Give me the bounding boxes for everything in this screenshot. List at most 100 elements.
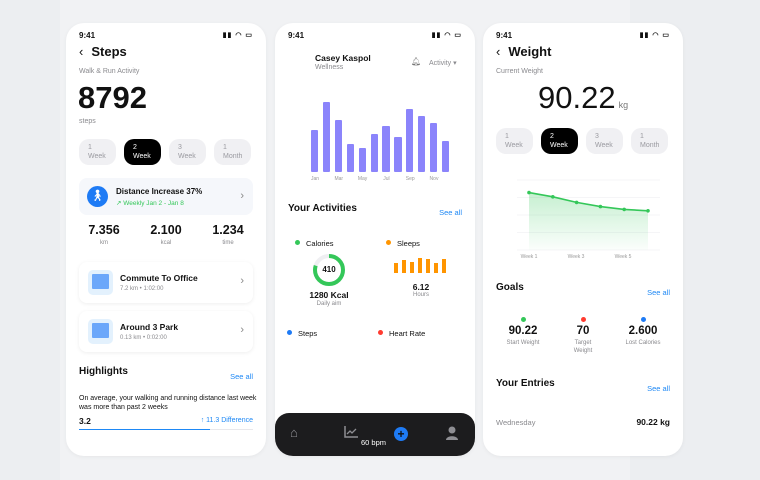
steps-count: 8792 <box>78 80 147 115</box>
chart-icon[interactable] <box>344 426 358 438</box>
period-unit: Week <box>178 153 196 160</box>
period-tab[interactable]: 1 Week <box>496 128 533 154</box>
period-tab[interactable]: 2 Week <box>124 139 161 165</box>
stat-km: 7.356 km <box>74 223 134 246</box>
steps-unit: steps <box>79 118 96 125</box>
route-detail: 0.13 km • 0:02:00 <box>120 335 167 341</box>
period-number: 1 <box>88 144 92 151</box>
calories-total: 1280 Kcal <box>309 290 349 300</box>
insight-detail: ↗ Weekly Jan 2 - Jan 8 <box>116 200 184 207</box>
stat-time: 1.234 time <box>198 223 258 246</box>
route-thumbnail <box>88 270 113 295</box>
bell-icon[interactable]: 🔔︎ <box>411 57 422 66</box>
status-icons: ▮▮ ◠ ▭ <box>222 32 253 39</box>
profile-icon[interactable] <box>446 426 458 440</box>
goals-title: Goals <box>496 282 524 293</box>
heart-rate-value: 60 bpm <box>361 438 387 447</box>
period-tab[interactable]: 1 Month <box>214 139 251 165</box>
period-tab[interactable]: 2 Week <box>541 128 578 154</box>
period-number: 1 <box>640 133 644 140</box>
heart-rate-label: Heart Rate <box>378 329 425 338</box>
user-subtitle: Wellness <box>315 64 344 71</box>
goal-value: 90.22 <box>508 325 538 337</box>
bar-jul <box>382 126 390 172</box>
distance-insight-card[interactable]: 🚶︎ Distance Increase 37% ↗ Weekly Jan 2 … <box>79 178 253 215</box>
weight-screen: 9:41 ▮▮ ◠ ▭ ‹ Weight Current Weight 90.22… <box>483 23 683 456</box>
period-tab[interactable]: 1 Week <box>79 139 116 165</box>
bar-dec <box>441 140 450 172</box>
activities-see-all[interactable]: See all <box>439 208 462 217</box>
activity-filter-dropdown[interactable]: Activity ▾ <box>429 60 457 67</box>
sleeps-label: Sleeps <box>386 239 420 248</box>
user-name: Casey Kaspol <box>315 53 371 63</box>
x-tick-label: Jan <box>310 176 320 182</box>
status-time: 9:41 <box>288 31 305 40</box>
weight-point <box>527 190 531 195</box>
title-text: Steps <box>91 44 127 59</box>
ring-progress <box>313 254 345 286</box>
activities-title: Your Activities <box>288 203 357 214</box>
period-unit: Week <box>595 142 613 149</box>
steps-dot <box>287 330 292 335</box>
goal-dot <box>520 317 526 322</box>
sleep-bar <box>442 258 446 273</box>
period-number: 1 <box>223 144 227 151</box>
route-card[interactable]: Commute To Office 7.2 km • 1:02:00 › <box>79 262 253 303</box>
period-number: 1 <box>505 133 509 140</box>
highlights-progress-fill <box>79 429 210 430</box>
goal-value: 70 <box>576 325 590 337</box>
bar-apr <box>346 144 354 172</box>
stat-label: time <box>222 240 234 246</box>
home-icon[interactable]: ⌂ <box>290 425 298 440</box>
stat-label: km <box>100 240 108 246</box>
goal-label: Target Weight <box>573 340 593 354</box>
x-tick-label: Week 1 <box>521 254 538 260</box>
period-number: 3 <box>178 144 182 151</box>
sleep-bar <box>426 259 430 273</box>
status-icons: ▮▮ ◠ ▭ <box>639 32 670 39</box>
route-name: Around 3 Park <box>120 322 179 332</box>
weight-point <box>646 209 650 213</box>
entries-see-all[interactable]: See all <box>647 384 670 393</box>
activity-bar-chart: Jan Mar May Jul Sep Nov <box>275 23 475 193</box>
route-thumbnail <box>88 319 113 344</box>
stat-value: 1.234 <box>212 223 244 237</box>
route-name: Commute To Office <box>120 273 198 283</box>
stat-kcal: 2.100 kcal <box>136 223 196 246</box>
stat-value: 7.356 <box>88 223 120 237</box>
period-number: 3 <box>595 133 599 140</box>
weight-line <box>528 191 649 212</box>
bar-aug <box>394 137 402 172</box>
calories-ring <box>313 254 345 286</box>
bar-nov <box>430 123 438 172</box>
x-tick-label: May <box>357 176 368 182</box>
goal-value: 2.600 <box>628 325 658 337</box>
add-icon[interactable]: + <box>394 427 408 441</box>
period-unit: Week <box>550 142 568 149</box>
weight-point <box>574 200 579 205</box>
route-card[interactable]: Around 3 Park 0.13 km • 0:02:00 › <box>79 311 253 352</box>
period-number: 2 <box>133 144 137 151</box>
sleep-bars <box>394 257 448 273</box>
bar-may <box>358 147 366 172</box>
goal-item: 90.22 Start Weight <box>493 317 553 347</box>
back-icon[interactable]: ‹ <box>496 44 501 59</box>
weight-unit: kg <box>618 100 629 110</box>
period-number: 2 <box>550 133 554 140</box>
highlights-see-all[interactable]: See all <box>230 372 253 381</box>
back-icon[interactable]: ‹ <box>79 44 84 59</box>
goals-see-all[interactable]: See all <box>647 288 670 297</box>
x-tick-label: Nov <box>429 176 439 182</box>
entry-value: 90.22 kg <box>636 417 670 427</box>
calories-label-text: Calories <box>306 239 334 248</box>
period-tab[interactable]: 1 Month <box>631 128 668 154</box>
page-title: ‹ Weight <box>496 44 551 59</box>
period-tab[interactable]: 3 Week <box>169 139 206 165</box>
steps-label-text: Steps <box>298 329 318 338</box>
bar-oct <box>418 116 426 172</box>
entry-day: Wednesday <box>496 418 536 427</box>
goal-item: 70 Target Weight <box>553 317 613 355</box>
heart-rate-label-text: Heart Rate <box>389 329 426 338</box>
highlights-progress-track <box>79 429 253 430</box>
period-tab[interactable]: 3 Week <box>586 128 623 154</box>
